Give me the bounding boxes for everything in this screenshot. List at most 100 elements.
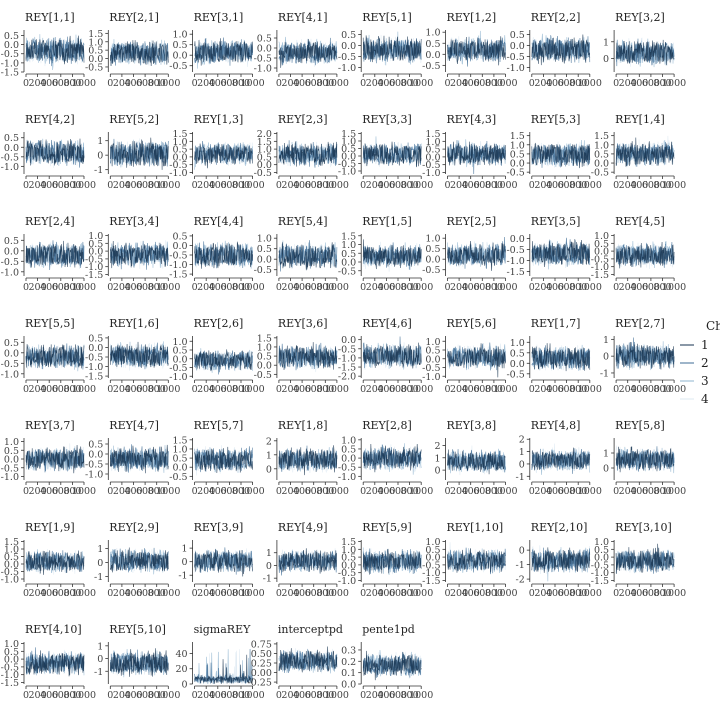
panel-title: REY[1,8]	[278, 419, 328, 432]
y-tick-label: -0.5	[506, 245, 524, 256]
y-tick-label: 0	[519, 459, 525, 470]
panel-title: REY[4,2]	[25, 113, 75, 126]
y-tick-label: 0.0	[425, 152, 440, 163]
x-tick-label: 1000	[493, 384, 517, 395]
chain-line-2	[278, 648, 338, 673]
panel-title: REY[4,8]	[531, 419, 581, 432]
panel-title: REY[5,3]	[531, 113, 581, 126]
y-tick-label: -2	[516, 575, 525, 586]
x-tick-label: 200	[281, 78, 299, 89]
x-tick-label: 800	[316, 486, 334, 497]
x-tick-label: 200	[29, 486, 47, 497]
chain-line-1	[447, 141, 506, 166]
x-tick-label: 1000	[409, 486, 433, 497]
panel-title: REY[2,1]	[109, 11, 159, 24]
x-tick-label: 1000	[662, 180, 686, 191]
x-tick-label: 400	[546, 78, 564, 89]
x-tick-label: 800	[653, 282, 671, 293]
chain-line-1	[362, 650, 422, 681]
x-tick-label: 1000	[493, 486, 517, 497]
x-tick-label: 200	[281, 588, 299, 599]
x-tick-label: 0	[613, 486, 619, 497]
chain-line-1	[615, 543, 675, 574]
x-tick-label: 200	[197, 180, 215, 191]
x-tick-label: 400	[630, 78, 648, 89]
y-tick-label: 2	[266, 436, 272, 447]
y-tick-label: 0.5	[594, 545, 609, 556]
chain-line-1	[110, 240, 169, 269]
y-tick-label: -0.5	[1, 49, 19, 60]
x-tick-label: 200	[534, 180, 552, 191]
y-tick-label: 0.0	[257, 44, 272, 55]
x-tick-label: 400	[209, 588, 227, 599]
x-tick-label: 400	[293, 78, 311, 89]
y-tick-label: -0.5	[169, 363, 187, 374]
x-tick-label: 600	[136, 690, 154, 701]
chain-line-1	[531, 343, 591, 372]
panel-title: REY[5,1]	[362, 11, 412, 24]
y-tick-label: 0.0	[510, 234, 525, 245]
chain-line-1	[362, 443, 422, 473]
x-tick-label: 400	[209, 78, 227, 89]
x-tick-label: 0	[613, 282, 619, 293]
y-tick-label: 0.5	[172, 454, 187, 465]
y-tick-label: -1.0	[422, 372, 440, 383]
y-tick-label: 1.5	[257, 333, 272, 344]
x-tick-label: 800	[401, 690, 419, 701]
y-tick-label: -1.5	[169, 270, 187, 281]
y-tick-label: -0.5	[1, 662, 19, 673]
x-tick-label: 0	[360, 384, 366, 395]
x-tick-label: 200	[113, 486, 131, 497]
x-tick-label: 0	[23, 384, 29, 395]
y-tick-label: -1.0	[1, 58, 19, 69]
y-tick-label: -0.5	[422, 160, 440, 171]
y-tick-label: 0.5	[172, 231, 187, 242]
x-tick-label: 400	[293, 486, 311, 497]
y-tick-label: -1.5	[85, 270, 103, 281]
x-tick-label: 400	[40, 690, 58, 701]
chain-line-1	[25, 444, 85, 474]
x-tick-label: 200	[450, 282, 468, 293]
x-tick-label: 600	[52, 486, 70, 497]
y-tick-label: 1.0	[172, 444, 187, 455]
x-tick-label: 200	[619, 180, 637, 191]
x-tick-label: 400	[630, 588, 648, 599]
x-tick-label: 600	[473, 588, 491, 599]
panel-title: REY[3,7]	[25, 419, 75, 432]
chain-line-4	[615, 343, 675, 369]
x-tick-label: 600	[136, 282, 154, 293]
x-tick-label: 0	[444, 78, 450, 89]
x-tick-label: 0	[276, 78, 282, 89]
y-tick-label: 0.0	[257, 255, 272, 266]
y-tick-label: -1.5	[1, 68, 19, 79]
x-tick-label: 200	[281, 180, 299, 191]
y-tick-label: -0.5	[1, 257, 19, 268]
x-tick-label: 0	[276, 486, 282, 497]
x-tick-label: 400	[377, 384, 395, 395]
x-tick-label: 0	[360, 282, 366, 293]
chain-line-1	[615, 137, 675, 167]
x-tick-label: 200	[29, 78, 47, 89]
x-tick-label: 200	[450, 588, 468, 599]
y-tick-label: -1.0	[506, 63, 524, 74]
y-tick-label: 0.5	[4, 133, 19, 144]
x-tick-label: 400	[377, 690, 395, 701]
x-tick-label: 0	[613, 588, 619, 599]
y-tick-label: 0.5	[172, 40, 187, 51]
x-tick-label: 400	[462, 486, 480, 497]
chain-line-1	[362, 141, 422, 168]
panel-title: REY[3,8]	[447, 419, 497, 432]
x-tick-label: 800	[569, 486, 587, 497]
y-tick-label: 1.0	[341, 137, 356, 148]
y-tick-label: -1	[516, 560, 525, 571]
panel-title: REY[1,9]	[25, 521, 75, 534]
x-tick-label: 1000	[578, 180, 602, 191]
panel-title: REY[1,1]	[25, 11, 75, 24]
y-tick-label: -1	[516, 472, 525, 483]
y-tick-label: 0.0	[257, 361, 272, 372]
